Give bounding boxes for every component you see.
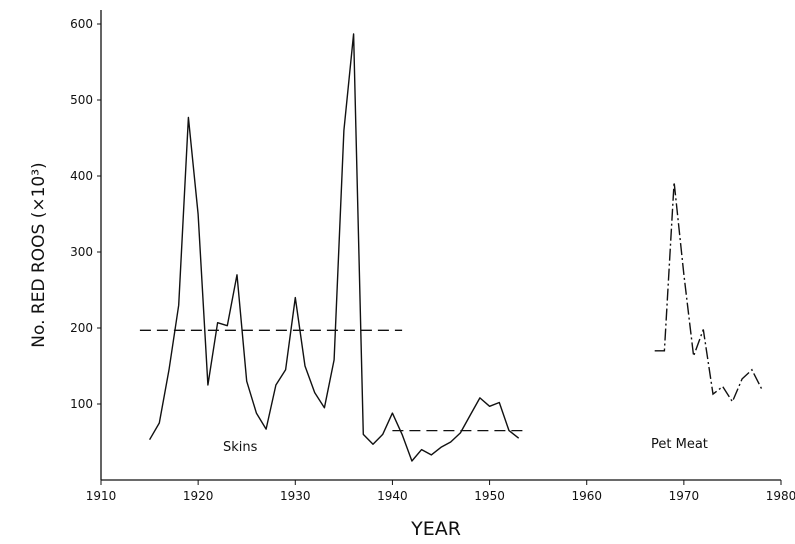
series-layer [139, 33, 763, 462]
y-tick-label: 600 [70, 17, 93, 31]
y-axis-title: No. RED ROOS (×10³) [29, 162, 49, 347]
x-axis-title: YEAR [410, 518, 461, 540]
x-tick-label: 1980 [766, 489, 795, 503]
x-tick-label: 1920 [183, 489, 214, 503]
skins-annotation: Skins [223, 440, 258, 455]
y-tick-label: 200 [70, 321, 93, 335]
y-ticks: 100 200 300 400 500 600 [70, 17, 101, 411]
pet-meat-line-3 [654, 182, 763, 404]
x-tick-label: 1940 [377, 489, 408, 503]
x-tick-label: 1960 [571, 489, 602, 503]
x-tick-label: 1910 [86, 489, 117, 503]
skins-line-0 [148, 33, 520, 462]
axes [100, 10, 781, 481]
y-tick-label: 100 [70, 397, 93, 411]
y-tick-label: 500 [70, 93, 93, 107]
pet-meat-annotation: Pet Meat [651, 437, 708, 452]
x-tick-label: 1950 [474, 489, 505, 503]
y-tick-label: 300 [70, 245, 93, 259]
y-tick-label: 400 [70, 169, 93, 183]
x-tick-label: 1970 [669, 489, 700, 503]
x-tick-label: 1930 [280, 489, 311, 503]
x-ticks: 1910 1920 1930 1940 1950 1960 1970 1980 [86, 480, 795, 503]
